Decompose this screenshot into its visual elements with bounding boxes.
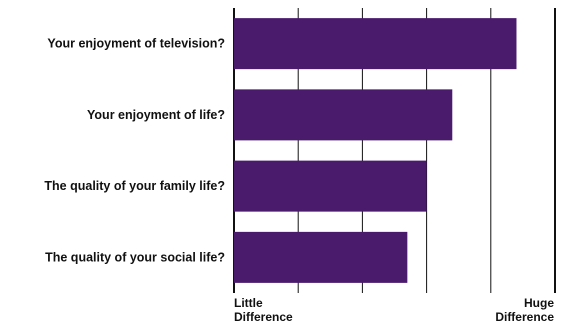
category-labels: Your enjoyment of television? Your enjoym…	[44, 37, 225, 265]
axis-low-label-line2: Difference	[234, 310, 293, 324]
bar	[234, 89, 453, 141]
category-label: The quality of your family life?	[44, 179, 225, 193]
category-label: Your enjoyment of life?	[87, 108, 225, 122]
bars	[234, 18, 517, 283]
bar	[234, 160, 427, 212]
axis-high-label-line2: Difference	[495, 310, 554, 324]
axis-high-label-line1: Huge	[524, 296, 554, 310]
category-label: Your enjoyment of television?	[47, 37, 225, 51]
bar	[234, 231, 408, 283]
axis-low-label-line1: Little	[234, 296, 263, 310]
bar	[234, 18, 517, 70]
category-label: The quality of your social life?	[45, 250, 225, 264]
